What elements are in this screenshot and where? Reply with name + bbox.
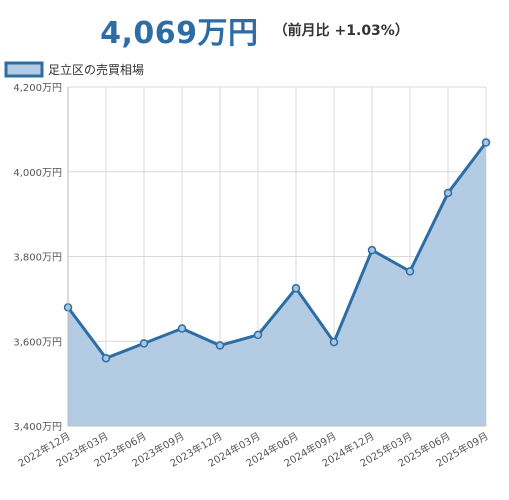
series-line bbox=[66, 141, 488, 360]
data-point bbox=[215, 341, 225, 350]
y-tick-label: 3,400万円 bbox=[13, 422, 62, 433]
data-point bbox=[291, 284, 301, 293]
legend[interactable]: 足立区の売買相場 bbox=[4, 61, 144, 78]
legend-swatch bbox=[4, 61, 44, 78]
data-point bbox=[367, 245, 377, 255]
data-point bbox=[481, 138, 491, 147]
data-point bbox=[177, 324, 187, 333]
data-point bbox=[443, 188, 453, 198]
month-over-month-change: （前月比 +1.03%） bbox=[273, 23, 409, 39]
plot-area bbox=[63, 138, 491, 427]
data-point bbox=[405, 267, 415, 276]
current-price: 4,069万円 bbox=[100, 16, 259, 51]
data-point bbox=[253, 330, 263, 340]
legend-label: 足立区の売買相場 bbox=[48, 62, 144, 77]
y-tick-label: 3,800万円 bbox=[13, 253, 62, 264]
headline: 4,069万円 （前月比 +1.03%） bbox=[0, 8, 509, 52]
data-point bbox=[139, 339, 149, 348]
data-point bbox=[329, 337, 339, 347]
y-tick-label: 4,000万円 bbox=[13, 168, 62, 179]
y-tick-label: 4,200万円 bbox=[13, 83, 62, 94]
y-tick-label: 3,600万円 bbox=[13, 337, 62, 348]
data-point bbox=[101, 353, 111, 363]
series-area bbox=[68, 142, 486, 427]
